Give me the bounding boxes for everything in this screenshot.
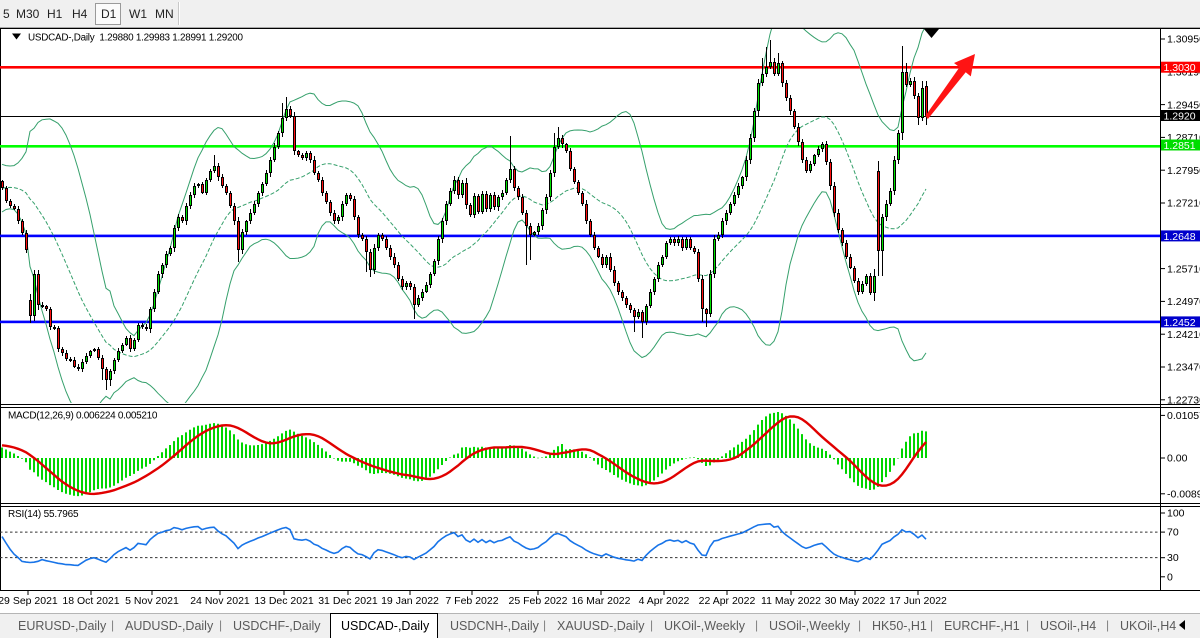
svg-text:1.30950: 1.30950	[1167, 34, 1200, 46]
svg-text:1.24210: 1.24210	[1167, 329, 1200, 341]
svg-text:1.29450: 1.29450	[1167, 99, 1200, 111]
svg-text:18 Oct 2021: 18 Oct 2021	[62, 595, 119, 607]
svg-text:0.00: 0.00	[1167, 453, 1188, 465]
svg-text:19 Jan 2022: 19 Jan 2022	[381, 595, 439, 607]
svg-text:70: 70	[1167, 527, 1179, 539]
svg-text:USDCNH-,Daily: USDCNH-,Daily	[450, 619, 540, 633]
svg-text:M30: M30	[16, 7, 40, 21]
svg-text:H1: H1	[47, 7, 63, 21]
svg-text:|: |	[1026, 618, 1029, 632]
svg-text:0: 0	[1167, 571, 1173, 583]
svg-text:RSI(14) 55.7965: RSI(14) 55.7965	[8, 509, 79, 520]
svg-text:1.27210: 1.27210	[1167, 198, 1200, 210]
svg-text:W1: W1	[129, 7, 147, 21]
svg-text:31 Dec 2021: 31 Dec 2021	[318, 595, 378, 607]
svg-text:1.2851: 1.2851	[1164, 140, 1196, 152]
svg-text:|: |	[543, 618, 546, 632]
svg-text:|: |	[858, 618, 861, 632]
svg-text:24 Nov 2021: 24 Nov 2021	[190, 595, 250, 607]
svg-text:|: |	[219, 618, 222, 632]
svg-text:5 Nov 2021: 5 Nov 2021	[125, 595, 179, 607]
svg-text:17 Jun 2022: 17 Jun 2022	[889, 595, 947, 607]
svg-text:EURUSD-,Daily: EURUSD-,Daily	[18, 619, 107, 633]
svg-text:16 Mar 2022: 16 Mar 2022	[572, 595, 631, 607]
svg-text:7 Feb 2022: 7 Feb 2022	[445, 595, 498, 607]
svg-text:1.3030: 1.3030	[1164, 62, 1196, 74]
svg-text:30 May 2022: 30 May 2022	[825, 595, 886, 607]
svg-text:EURCHF-,H1: EURCHF-,H1	[944, 619, 1020, 633]
svg-text:29 Sep 2021: 29 Sep 2021	[0, 595, 58, 607]
svg-text:1.25710: 1.25710	[1167, 263, 1200, 275]
svg-text:USOil-,Weekly: USOil-,Weekly	[769, 619, 851, 633]
svg-text:1.23470: 1.23470	[1167, 362, 1200, 374]
svg-text:AUDUSD-,Daily: AUDUSD-,Daily	[125, 619, 214, 633]
svg-text:11 May 2022: 11 May 2022	[761, 595, 821, 607]
svg-text:|: |	[755, 618, 758, 632]
svg-text:-0.0089: -0.0089	[1167, 488, 1200, 500]
svg-text:4 Apr 2022: 4 Apr 2022	[639, 595, 690, 607]
svg-text:USOil-,H4: USOil-,H4	[1040, 619, 1096, 633]
svg-text:1.24970: 1.24970	[1167, 296, 1200, 308]
svg-text:1.22730: 1.22730	[1167, 395, 1200, 407]
svg-text:|: |	[111, 618, 114, 632]
svg-text:0.01057: 0.01057	[1167, 410, 1200, 422]
svg-text:MN: MN	[155, 7, 174, 21]
svg-text:22 Apr 2022: 22 Apr 2022	[699, 595, 756, 607]
svg-text:1.2920: 1.2920	[1164, 111, 1196, 123]
svg-text:100: 100	[1167, 508, 1185, 520]
svg-text:MACD(12,26,9) 0.006224 0.00521: MACD(12,26,9) 0.006224 0.005210	[8, 411, 158, 422]
svg-text:H4: H4	[72, 7, 88, 21]
svg-text:USDCAD-,Daily: USDCAD-,Daily	[341, 619, 430, 633]
svg-text:1.2452: 1.2452	[1164, 317, 1196, 329]
svg-text:13 Dec 2021: 13 Dec 2021	[254, 595, 314, 607]
svg-text:25 Feb 2022: 25 Feb 2022	[509, 595, 568, 607]
svg-text:1.2648: 1.2648	[1164, 231, 1196, 243]
svg-text:D1: D1	[101, 7, 117, 21]
svg-text:USDCAD-,Daily 1.29880 1.29983: USDCAD-,Daily 1.29880 1.29983 1.28991 1.…	[28, 33, 243, 44]
svg-text:|: |	[930, 618, 933, 632]
svg-text:XAUUSD-,Daily: XAUUSD-,Daily	[557, 619, 645, 633]
svg-text:UKOil-,Weekly: UKOil-,Weekly	[664, 619, 746, 633]
svg-text:1.27950: 1.27950	[1167, 165, 1200, 177]
svg-text:30: 30	[1167, 552, 1179, 564]
svg-text:USDCHF-,Daily: USDCHF-,Daily	[233, 619, 321, 633]
svg-text:HK50-,H1: HK50-,H1	[872, 619, 927, 633]
svg-text:|: |	[650, 618, 653, 632]
svg-text:|: |	[1106, 618, 1109, 632]
svg-text:5: 5	[3, 7, 10, 21]
svg-text:UKOil-,H4: UKOil-,H4	[1120, 619, 1176, 633]
